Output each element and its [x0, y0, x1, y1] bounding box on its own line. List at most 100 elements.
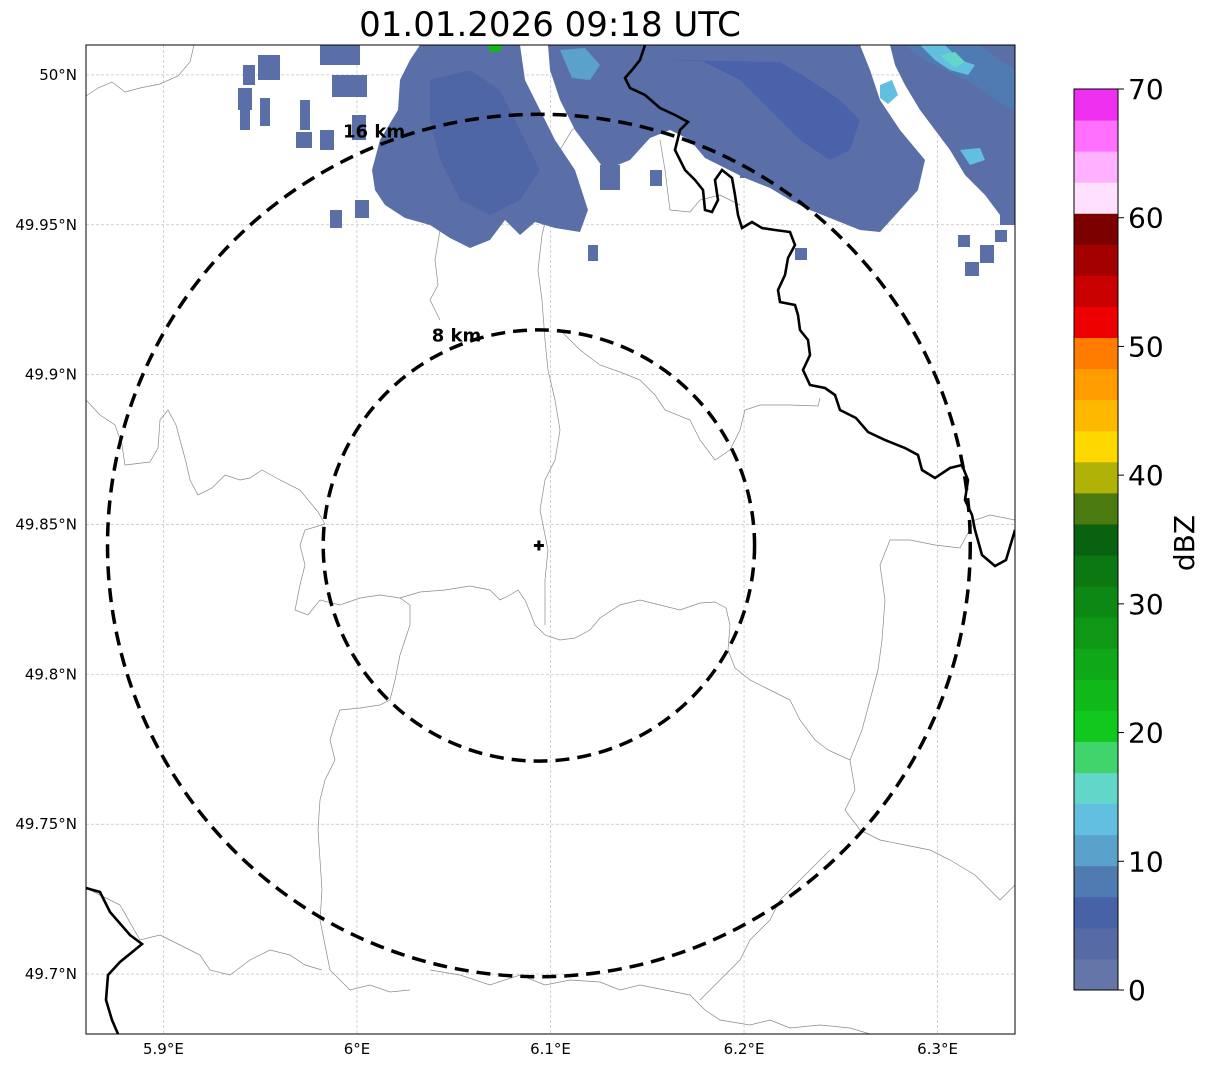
x-axis-ticks: 5.9°E 6°E 6.1°E 6.2°E 6.3°E [143, 1040, 958, 1058]
colorbar-segment [1074, 927, 1118, 960]
radar-echo-patch [660, 60, 860, 160]
range-ring-8km [321, 328, 757, 763]
colorbar-tick-label: 0 [1128, 974, 1146, 1007]
radar-echo-pixel [296, 132, 312, 148]
colorbar-segment [1074, 213, 1118, 245]
colorbar-segment [1074, 586, 1118, 618]
boundary-line [844, 759, 1015, 901]
radar-echo-pixel [300, 100, 310, 130]
y-tick-label: 50°N [39, 66, 77, 84]
boundary-line [725, 514, 1015, 761]
radar-echo-patch [880, 80, 898, 104]
colorbar: 0 10 20 30 40 50 60 70 [1073, 73, 1164, 1007]
colorbar-tick-label: 70 [1128, 73, 1164, 106]
admin-boundaries [86, 45, 1015, 1034]
radar-echo-pixel [958, 235, 970, 247]
colorbar-segment [1074, 958, 1118, 991]
colorbar-segment [1074, 182, 1118, 214]
radar-echo-pixel [332, 75, 367, 97]
colorbar-segment [1074, 741, 1118, 774]
boundary-line [86, 887, 323, 976]
colorbar-segment [1074, 555, 1118, 587]
colorbar-segment [1074, 461, 1118, 494]
colorbar-segment [1074, 772, 1118, 805]
y-tick-label: 49.7°N [25, 965, 77, 983]
colorbar-tick-label: 40 [1128, 459, 1164, 492]
radar-echo-pixel [320, 45, 360, 65]
colorbar-segment [1074, 896, 1118, 929]
x-tick-label: 6.1°E [530, 1040, 571, 1058]
radar-echo-pixel [650, 170, 662, 186]
range-ring-16km [105, 112, 972, 979]
radar-echo-pixel [238, 88, 252, 110]
range-ring-label: 16 km [343, 122, 405, 143]
radar-echo-pixel [600, 165, 620, 190]
radar-echo-pixel [995, 230, 1007, 242]
radar-echo-pixel [243, 65, 255, 85]
colorbar-tick-label: 20 [1128, 717, 1164, 750]
radar-echo-pixel [240, 110, 250, 130]
colorbar-segment [1074, 710, 1118, 742]
y-tick-label: 49.9°N [25, 366, 77, 384]
radar-echo-pixel [330, 210, 342, 228]
radar-echo-patch [905, 45, 1015, 110]
colorbar-segment [1074, 648, 1118, 680]
radar-echo-patch [560, 48, 600, 80]
colorbar-segment [1074, 430, 1118, 463]
colorbar-tick-label: 30 [1128, 588, 1164, 621]
radar-echo-patch [940, 52, 965, 68]
x-tick-label: 6°E [344, 1040, 371, 1058]
boundary-line [537, 97, 621, 625]
colorbar-segment [1074, 492, 1118, 525]
colorbar-segment [1074, 865, 1118, 898]
y-tick-label: 49.75°N [15, 815, 77, 833]
colorbar-segment [1074, 306, 1118, 339]
colorbar-segment [1074, 523, 1118, 556]
x-tick-label: 6.3°E [917, 1040, 958, 1058]
radar-echo-pixel [352, 115, 366, 140]
radar-echo-pixel [980, 245, 994, 263]
radar-echo-pixel [1000, 205, 1015, 225]
plus-marker-icon [533, 540, 544, 551]
range-rings: 8 km 16 km [105, 112, 972, 979]
boundary-line [86, 399, 326, 525]
border-line [86, 886, 145, 1034]
x-tick-label: 6.2°E [724, 1040, 765, 1058]
y-tick-label: 49.95°N [15, 216, 77, 234]
radar-echo-pixel [260, 98, 270, 126]
radar-echo-patch [488, 45, 502, 52]
boundary-line [429, 229, 441, 321]
boundary-line [699, 849, 831, 1001]
colorbar-frame [1073, 88, 1119, 991]
colorbar-segment [1074, 834, 1118, 867]
y-axis-ticks: 50°N 49.95°N 49.9°N 49.85°N 49.8°N 49.75°N 49.… [15, 66, 77, 983]
colorbar-tick-label: 60 [1128, 202, 1164, 235]
boundary-line [399, 585, 727, 641]
boundary-line [86, 45, 195, 97]
radar-echo-pixel [588, 245, 598, 261]
colorbar-segment [1074, 151, 1118, 183]
colorbar-segment [1074, 368, 1118, 401]
colorbar-tick-label: 50 [1128, 330, 1164, 363]
boundary-line [559, 329, 821, 461]
colorbar-segment [1074, 617, 1118, 649]
colorbar-segment [1074, 399, 1118, 432]
colorbar-label: dBZ [1168, 515, 1201, 571]
x-tick-label: 5.9°E [143, 1040, 184, 1058]
border-line [623, 45, 1015, 568]
radar-echo-pixel [258, 55, 280, 80]
colorbar-tick-label: 10 [1128, 845, 1164, 878]
radar-echo-pixel [795, 248, 807, 260]
colorbar-segment [1074, 120, 1118, 152]
colorbar-segment [1074, 337, 1118, 370]
colorbar-segment [1074, 89, 1118, 121]
colorbar-segment [1074, 244, 1118, 276]
map-border [85, 44, 1016, 1035]
colorbar-segment [1074, 803, 1118, 836]
radar-echo-pixel [965, 262, 979, 276]
boundary-line [659, 139, 741, 213]
radar-echo-pixel [355, 200, 369, 218]
colorbar-segment [1074, 275, 1118, 307]
range-ring-label: 8 km [432, 326, 482, 347]
